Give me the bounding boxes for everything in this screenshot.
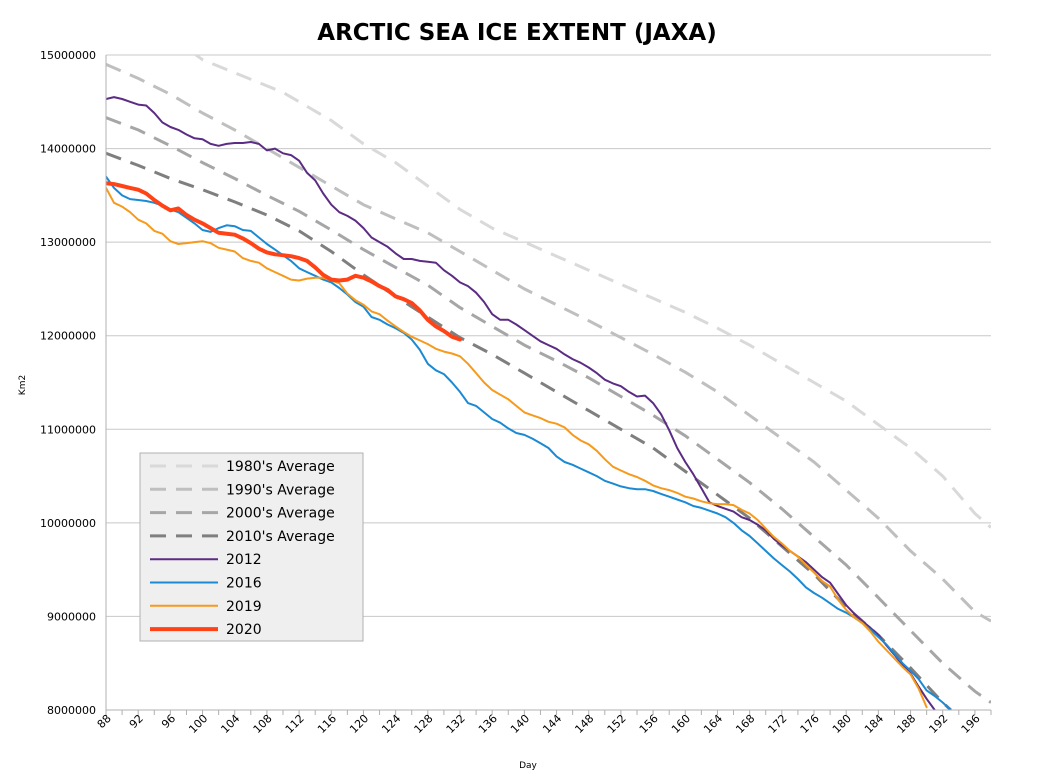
legend-label: 2020	[226, 622, 262, 638]
series-line-2019	[106, 186, 928, 709]
legend-box	[139, 452, 364, 642]
x-axis-label: Day	[519, 761, 537, 771]
series-lines	[106, 55, 991, 710]
legend-label: 1980's Average	[226, 459, 335, 475]
axes	[105, 55, 992, 715]
legend-label: 2016	[226, 576, 262, 592]
legend-label: 1990's Average	[226, 482, 335, 498]
legend-label: 2010's Average	[226, 529, 335, 545]
y-tick-label: 10000000	[40, 517, 96, 530]
y-tick-label: 14000000	[40, 143, 96, 156]
legend-label: 2000's Average	[226, 506, 335, 522]
y-tick-label: 12000000	[40, 330, 96, 343]
y-tick-label: 9000000	[47, 610, 96, 623]
series-line-2000-s-average	[106, 116, 991, 704]
y-tick-label: 11000000	[40, 423, 96, 436]
legend-label: 2012	[226, 552, 262, 568]
series-line-2016	[106, 175, 952, 710]
y-tick-labels: 8000000 9000000 10000000 11000000 12000000 13…	[40, 49, 96, 717]
legend-label: 2019	[226, 599, 262, 615]
y-tick-label: 13000000	[40, 236, 96, 249]
y-axis-label: Km2	[18, 375, 28, 395]
series-line-1980-s-average	[193, 55, 991, 529]
chart-title: ARCTIC SEA ICE EXTENT (JAXA)	[317, 20, 716, 46]
y-tick-label: 8000000	[47, 704, 96, 717]
series-line-2020	[106, 181, 462, 342]
y-tick-label: 15000000	[40, 49, 96, 62]
legend: 1980's Average 1990's Average 2000's Avera…	[139, 452, 364, 642]
